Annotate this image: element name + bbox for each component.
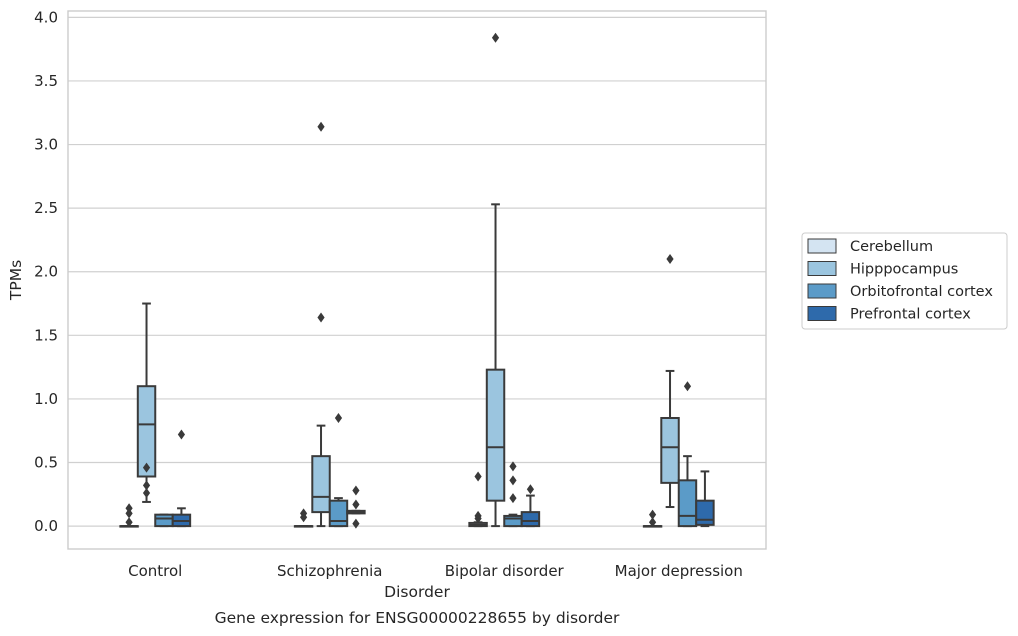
x-tick-labels: Control Schizophrenia Bipolar disorder Majo… <box>128 562 743 580</box>
box-cerebellum <box>468 471 488 528</box>
y-tick-label: 1.0 <box>34 390 58 408</box>
y-tick-label: 0.0 <box>34 517 58 535</box>
outlier-point <box>352 518 360 529</box>
y-tick-label: 3.0 <box>34 136 58 154</box>
outlier-point <box>474 471 482 482</box>
y-axis-label: TPMs <box>7 260 25 301</box>
y-tick-label: 2.0 <box>34 263 58 281</box>
box-cerebellum <box>642 509 663 528</box>
outlier-point <box>142 462 151 473</box>
x-tick-label: Schizophrenia <box>277 562 382 580</box>
box-body <box>328 499 349 528</box>
y-tick-label: 3.5 <box>34 72 58 90</box>
legend: Cerebellum Hipppocampus Orbitofrontal cort… <box>801 232 1008 330</box>
chart-caption: Gene expression for ENSG00000228655 by d… <box>215 609 620 627</box>
box-body <box>485 368 506 502</box>
outlier-point <box>125 517 133 528</box>
outlier-point <box>474 510 482 521</box>
box-orbitofrontal-cortex <box>154 513 174 528</box>
outlier-point <box>526 484 535 495</box>
grid-layer <box>68 16 766 527</box>
x-tick-label: Bipolar disorder <box>445 562 565 580</box>
box-prefrontal-cortex <box>520 484 541 528</box>
outlier-point <box>509 461 517 472</box>
legend-swatch <box>807 238 837 254</box>
box-body <box>503 514 523 528</box>
legend-swatch <box>807 283 837 299</box>
outlier-point <box>334 412 343 423</box>
outlier-point <box>666 254 674 265</box>
box-hipppocampus <box>136 302 157 503</box>
legend-label: Orbitofrontal cortex <box>850 284 993 300</box>
outlier-point <box>125 503 133 514</box>
box-orbitofrontal-cortex <box>503 461 523 528</box>
box-body <box>695 499 715 526</box>
box-hipppocampus <box>485 32 506 528</box>
x-tick-label: Control <box>128 562 182 580</box>
outlier-point <box>299 508 308 519</box>
y-tick-label: 0.5 <box>34 454 58 472</box>
outlier-point <box>509 475 517 486</box>
box-body <box>154 513 174 528</box>
outlier-point <box>352 499 360 510</box>
y-tick-label: 4.0 <box>34 8 58 26</box>
legend-label: Prefrontal cortex <box>850 307 971 323</box>
box-prefrontal-cortex <box>346 485 366 529</box>
legend-frame <box>801 232 1008 330</box>
outlier-point <box>352 485 360 496</box>
y-tick-label: 2.5 <box>34 199 58 217</box>
box-body <box>677 479 698 528</box>
outlier-point <box>177 429 186 440</box>
outlier-point <box>648 517 657 528</box>
outlier-point <box>491 32 500 43</box>
y-tick-label: 1.5 <box>34 326 58 344</box>
outlier-point <box>142 488 151 499</box>
outlier-point <box>317 121 325 132</box>
legend-label: Cerebellum <box>850 239 933 255</box>
outlier-point <box>648 509 657 520</box>
box-body <box>136 385 157 478</box>
x-tick-label: Major depression <box>615 562 743 580</box>
y-tick-labels: 0.0 0.5 1.0 1.5 2.0 2.5 3.0 3.5 4.0 <box>34 8 58 535</box>
plot-frame <box>67 10 767 550</box>
box-hipppocampus <box>311 121 331 528</box>
box-orbitofrontal-cortex <box>328 412 349 528</box>
outlier-point <box>509 493 517 504</box>
legend-label: Hipppocampus <box>850 262 958 278</box>
box-cerebellum <box>119 503 139 528</box>
outlier-point <box>683 381 692 392</box>
box-hipppocampus <box>660 254 680 509</box>
box-body <box>311 455 331 514</box>
x-axis-label: Disorder <box>384 583 450 601</box>
outlier-point <box>317 312 325 323</box>
outlier-point <box>125 508 133 519</box>
box-cerebellum <box>293 508 314 528</box>
legend-swatch <box>807 306 837 321</box>
box-body <box>520 511 541 528</box>
box-orbitofrontal-cortex <box>677 381 698 528</box>
legend-swatch <box>807 261 837 276</box>
box-prefrontal-cortex <box>171 429 192 528</box>
outlier-point <box>142 480 151 491</box>
box-layer <box>119 32 715 529</box>
box-body <box>660 416 680 484</box>
box-prefrontal-cortex <box>695 470 715 528</box>
